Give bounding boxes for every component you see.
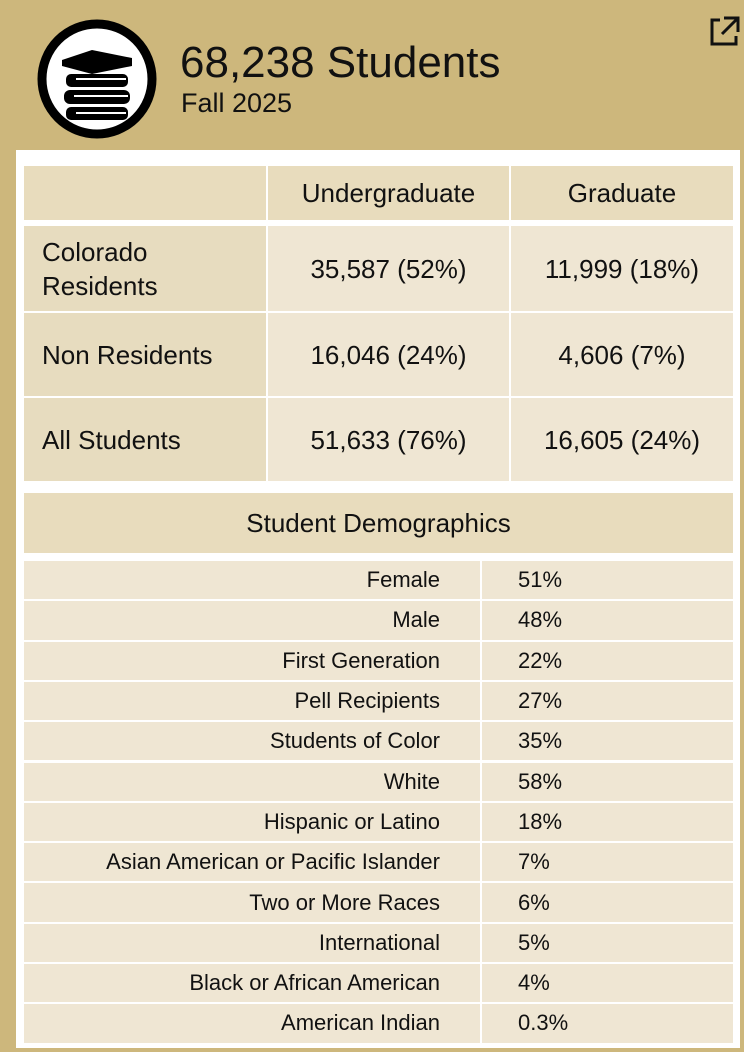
demographic-value-text: 22% xyxy=(518,647,563,673)
demographic-label: International xyxy=(24,923,480,962)
demographics-title: Student Demographics xyxy=(24,493,733,553)
demographic-label-text: Male xyxy=(392,607,440,633)
demographics-title-text: Student Demographics xyxy=(246,508,511,538)
corner-cell xyxy=(24,166,266,220)
data-cell: 16,046 (24%) xyxy=(268,313,509,396)
demographic-label-text: Female xyxy=(366,567,440,593)
data-cell: 16,605 (24%) xyxy=(511,398,733,481)
demographic-value-text: 51% xyxy=(518,567,563,593)
demographic-value-text: 7% xyxy=(518,849,550,875)
demographic-value: 5% xyxy=(482,923,733,962)
demographic-label: Pell Recipients xyxy=(24,681,480,721)
row-header: Non Residents xyxy=(24,313,266,396)
demographic-label-text: Pell Recipients xyxy=(294,688,440,714)
data-cell-text: 11,999 (18%) xyxy=(544,253,700,284)
demographic-value: 58% xyxy=(482,762,733,801)
data-cell-text: 4,606 (7%) xyxy=(558,339,686,370)
demographic-label: Female xyxy=(24,561,480,600)
row-header: All Students xyxy=(24,398,266,481)
demographic-label-text: International xyxy=(318,929,440,955)
demographic-label: Two or More Races xyxy=(24,883,480,922)
data-cell-text: 51,633 (76%) xyxy=(310,424,467,455)
data-cell-text: 16,605 (24%) xyxy=(543,424,701,455)
demographic-value: 0.3% xyxy=(482,1004,733,1043)
column-header-text: Undergraduate xyxy=(301,178,476,208)
data-cell-text: 16,046 (24%) xyxy=(310,339,467,370)
demographic-label: Students of Color xyxy=(24,722,480,761)
demographic-label: White xyxy=(24,762,480,801)
demographic-value-text: 6% xyxy=(518,889,550,915)
demographic-label-text: Hispanic or Latino xyxy=(263,808,440,834)
demographic-value: 51% xyxy=(482,561,733,600)
demographic-label-text: Students of Color xyxy=(270,728,440,754)
data-cell-text: 35,587 (52%) xyxy=(310,253,467,284)
demographic-label-text: White xyxy=(383,768,440,794)
demographic-value: 48% xyxy=(482,601,733,640)
demographic-label-text: American Indian xyxy=(281,1010,440,1036)
books-icon xyxy=(37,19,157,139)
demographic-value: 27% xyxy=(482,681,733,721)
demographic-value-text: 5% xyxy=(518,929,550,955)
column-header-text: Graduate xyxy=(567,178,677,208)
external-link-icon[interactable] xyxy=(706,14,742,50)
title: 68,238 Students xyxy=(180,38,501,87)
demographic-value-text: 35% xyxy=(518,728,563,754)
demographic-label-text: Black or African American xyxy=(189,970,440,996)
demographic-label: First Generation xyxy=(24,641,480,680)
demographic-label: Hispanic or Latino xyxy=(24,802,480,842)
row-header-text: Colorado Residents xyxy=(42,236,158,301)
demographic-value: 6% xyxy=(482,883,733,922)
demographic-label-text: First Generation xyxy=(282,647,440,673)
demographic-value-text: 27% xyxy=(518,688,563,714)
demographic-label-text: Two or More Races xyxy=(249,889,440,915)
data-cell: 4,606 (7%) xyxy=(511,313,733,396)
row-header-text: Non Residents xyxy=(42,339,213,370)
demographic-value-text: 58% xyxy=(518,768,563,794)
data-cell: 11,999 (18%) xyxy=(511,226,733,311)
demographic-value: 4% xyxy=(482,964,733,1003)
demographic-value-text: 0.3% xyxy=(518,1010,569,1036)
demographic-value: 18% xyxy=(482,802,733,842)
demographic-label: American Indian xyxy=(24,1004,480,1043)
row-header-text: All Students xyxy=(42,424,181,455)
subtitle: Fall 2025 xyxy=(181,88,293,118)
data-cell: 35,587 (52%) xyxy=(268,226,509,311)
demographic-value: 35% xyxy=(482,722,733,761)
demographic-value: 22% xyxy=(482,641,733,680)
data-cell: 51,633 (76%) xyxy=(268,398,509,481)
demographic-label-text: Asian American or Pacific Islander xyxy=(106,849,440,875)
demographic-value-text: 48% xyxy=(518,607,563,633)
column-header: Graduate xyxy=(511,166,733,220)
demographic-value-text: 18% xyxy=(518,808,563,834)
demographic-value: 7% xyxy=(482,843,733,882)
demographic-label: Black or African American xyxy=(24,964,480,1003)
demographic-value-text: 4% xyxy=(518,970,550,996)
demographic-label: Male xyxy=(24,601,480,640)
row-header: Colorado Residents xyxy=(24,226,266,311)
column-header: Undergraduate xyxy=(268,166,509,220)
demographic-label: Asian American or Pacific Islander xyxy=(24,843,480,882)
